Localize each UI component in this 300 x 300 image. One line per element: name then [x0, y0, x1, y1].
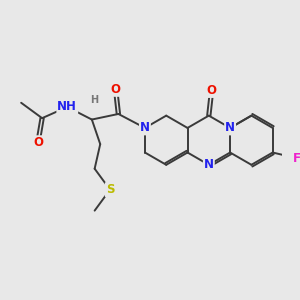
Text: O: O — [207, 84, 217, 97]
Text: N: N — [204, 158, 214, 171]
Text: O: O — [33, 136, 43, 149]
Text: N: N — [225, 122, 235, 134]
Text: N: N — [140, 122, 150, 134]
Text: F: F — [292, 152, 300, 165]
Text: NH: NH — [57, 100, 77, 113]
Text: H: H — [91, 95, 99, 105]
Text: S: S — [106, 183, 114, 196]
Text: O: O — [111, 83, 121, 96]
